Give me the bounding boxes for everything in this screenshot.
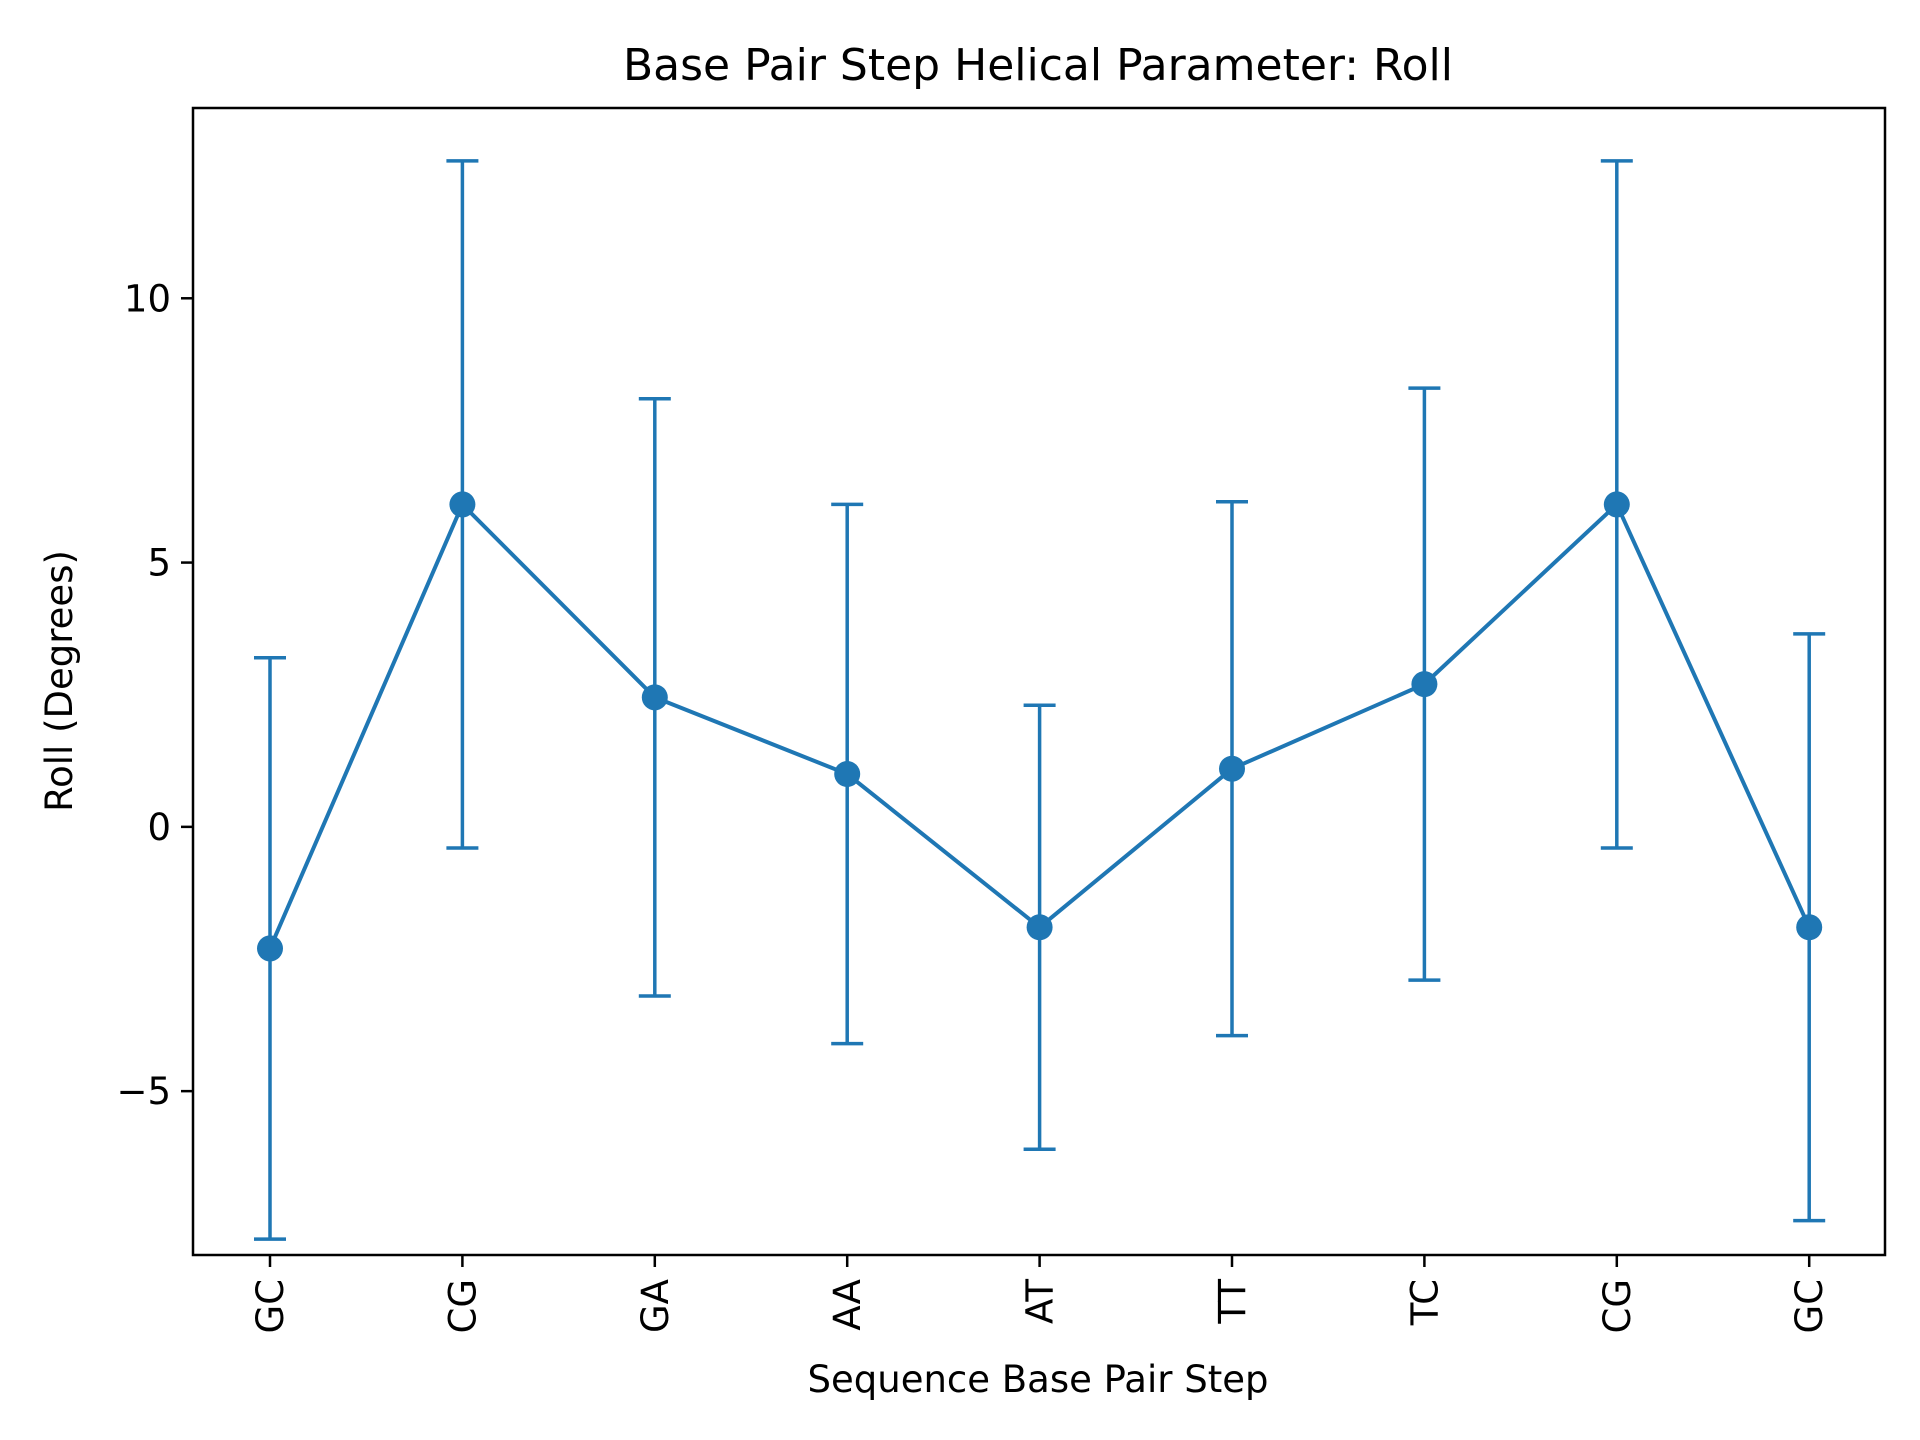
x-tick-label: AT (1019, 1279, 1062, 1324)
data-point-tc (1411, 671, 1438, 698)
x-tick-label: TC (1403, 1279, 1446, 1326)
y-tick-label: −5 (116, 1070, 171, 1113)
y-tick-label: 10 (124, 277, 171, 320)
chart-title: Base Pair Step Helical Parameter: Roll (623, 40, 1453, 91)
data-point-aa (834, 761, 861, 787)
plot-area (254, 159, 1826, 1241)
y-tick-label: 0 (147, 806, 171, 849)
data-point-gc (1796, 914, 1823, 941)
x-tick-label: GA (634, 1279, 677, 1333)
y-axis-label: Roll (Degrees) (38, 550, 81, 812)
data-point-gc (257, 935, 283, 962)
x-axis-label: Sequence Base Pair Step (808, 1358, 1269, 1401)
x-tick-label: CG (1596, 1279, 1639, 1334)
x-tick-label: GC (1788, 1279, 1831, 1334)
axis-ticks: −5 0 5 10 GC CG GA AA AT TT TC CG GC (116, 277, 1831, 1333)
data-point-cg (1603, 491, 1630, 518)
data-point-tt (1219, 755, 1245, 782)
y-tick-label: 5 (147, 542, 171, 585)
x-tick-label: CG (441, 1279, 484, 1334)
x-tick-label: TT (1211, 1279, 1254, 1325)
x-tick-label: AA (826, 1279, 869, 1331)
data-point-cg (449, 491, 476, 518)
x-tick-label: GC (249, 1279, 292, 1334)
data-point-at (1026, 914, 1053, 941)
data-point-ga (641, 684, 668, 711)
